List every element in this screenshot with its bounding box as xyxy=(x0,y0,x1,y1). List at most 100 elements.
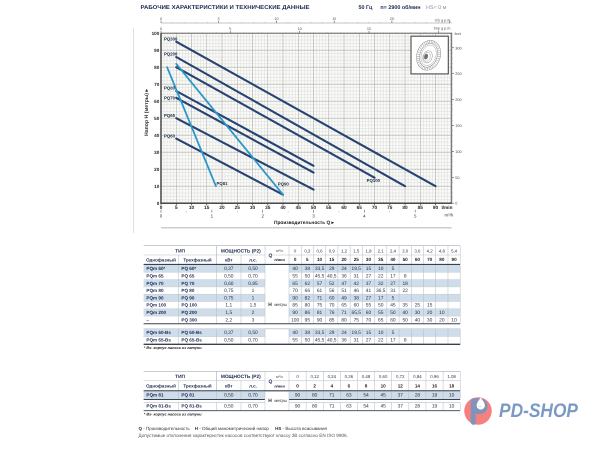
svg-text:28: 28 xyxy=(415,393,421,399)
svg-text:54: 54 xyxy=(363,393,369,399)
svg-text:60: 60 xyxy=(354,303,360,309)
svg-text:15: 15 xyxy=(204,205,210,210)
svg-text:38: 38 xyxy=(305,330,311,336)
svg-text:8: 8 xyxy=(365,384,368,389)
svg-text:10: 10 xyxy=(451,317,457,323)
svg-text:0,50: 0,50 xyxy=(224,274,234,280)
svg-text:3: 3 xyxy=(252,317,255,323)
svg-text:45,5: 45,5 xyxy=(315,274,325,280)
svg-text:80: 80 xyxy=(341,317,347,323)
svg-text:1,5: 1,5 xyxy=(250,303,257,309)
svg-text:82: 82 xyxy=(305,295,311,301)
svg-text:20: 20 xyxy=(219,205,225,210)
svg-text:15: 15 xyxy=(367,27,371,31)
svg-text:10: 10 xyxy=(154,184,160,189)
svg-text:70: 70 xyxy=(154,82,160,87)
svg-text:5: 5 xyxy=(175,205,178,210)
svg-text:0: 0 xyxy=(296,384,299,389)
svg-text:29: 29 xyxy=(329,266,335,272)
svg-text:1,8: 1,8 xyxy=(365,248,372,253)
svg-text:90: 90 xyxy=(295,393,301,399)
svg-text:50: 50 xyxy=(390,310,396,316)
svg-text:2: 2 xyxy=(313,384,316,389)
svg-text:41: 41 xyxy=(366,288,372,294)
svg-text:feet: feet xyxy=(455,32,462,36)
svg-text:50 Гц: 50 Гц xyxy=(359,5,374,11)
svg-text:HS= 0 м: HS= 0 м xyxy=(426,5,447,11)
svg-text:10: 10 xyxy=(378,330,384,336)
svg-text:63: 63 xyxy=(346,404,352,410)
svg-text:0,72: 0,72 xyxy=(396,374,405,379)
svg-text:40,5: 40,5 xyxy=(327,338,337,344)
svg-text:2,4: 2,4 xyxy=(390,248,397,253)
svg-text:0,12: 0,12 xyxy=(310,374,319,379)
svg-text:20: 20 xyxy=(427,310,433,316)
svg-text:70: 70 xyxy=(372,205,378,210)
svg-text:0,50: 0,50 xyxy=(248,266,258,272)
svg-text:50: 50 xyxy=(455,176,459,180)
svg-text:10: 10 xyxy=(439,310,445,316)
svg-text:61: 61 xyxy=(317,288,323,294)
svg-text:25: 25 xyxy=(235,205,241,210)
svg-text:50: 50 xyxy=(403,257,409,262)
svg-text:2,2: 2,2 xyxy=(225,317,232,323)
svg-text:62: 62 xyxy=(305,281,311,287)
svg-text:3: 3 xyxy=(312,213,315,218)
svg-text:90: 90 xyxy=(433,205,439,210)
svg-text:Напор Н (метры) ▸: Напор Н (метры) ▸ xyxy=(144,89,150,136)
svg-text:0,70: 0,70 xyxy=(248,393,258,399)
svg-text:20: 20 xyxy=(390,17,394,21)
svg-text:45: 45 xyxy=(390,303,396,309)
svg-text:19,5: 19,5 xyxy=(352,330,362,336)
svg-text:15: 15 xyxy=(329,257,335,262)
svg-text:25: 25 xyxy=(354,257,360,262)
svg-text:80: 80 xyxy=(402,205,408,210)
svg-text:PQm 100: PQm 100 xyxy=(146,303,166,308)
svg-text:45,5: 45,5 xyxy=(315,338,325,344)
svg-text:71: 71 xyxy=(329,404,335,410)
svg-text:–: – xyxy=(146,317,149,322)
svg-text:20: 20 xyxy=(341,257,347,262)
svg-text:71: 71 xyxy=(341,310,347,316)
svg-text:0: 0 xyxy=(294,248,297,253)
svg-text:80: 80 xyxy=(305,303,311,309)
svg-text:30: 30 xyxy=(154,150,160,155)
svg-text:кВт: кВт xyxy=(225,257,233,262)
svg-text:4,8: 4,8 xyxy=(439,248,446,253)
svg-text:22: 22 xyxy=(402,288,408,294)
svg-text:PQ70: PQ70 xyxy=(164,95,176,100)
svg-text:65: 65 xyxy=(357,205,363,210)
svg-text:90: 90 xyxy=(154,48,160,53)
svg-text:100: 100 xyxy=(152,31,160,36)
svg-text:PQ60: PQ60 xyxy=(164,134,176,139)
svg-text:PQm 65-Bs: PQm 65-Bs xyxy=(146,338,171,343)
svg-text:PQ100: PQ100 xyxy=(367,178,381,183)
svg-text:US g.p.m.: US g.p.m. xyxy=(435,19,452,23)
svg-text:71: 71 xyxy=(329,393,335,399)
svg-text:75: 75 xyxy=(317,303,323,309)
svg-text:0,48: 0,48 xyxy=(362,374,371,379)
svg-text:0,70: 0,70 xyxy=(248,274,258,280)
svg-text:38: 38 xyxy=(354,295,360,301)
svg-text:65: 65 xyxy=(341,303,347,309)
svg-text:35: 35 xyxy=(265,205,271,210)
svg-text:250: 250 xyxy=(455,72,461,76)
svg-text:Производительность Q ▸: Производительность Q ▸ xyxy=(274,220,335,226)
svg-text:0: 0 xyxy=(455,202,457,206)
svg-text:27: 27 xyxy=(366,295,372,301)
svg-text:60: 60 xyxy=(366,310,372,316)
svg-text:65: 65 xyxy=(292,281,298,287)
svg-text:10: 10 xyxy=(317,257,323,262)
svg-text:45: 45 xyxy=(296,205,302,210)
svg-text:46: 46 xyxy=(354,288,360,294)
svg-text:75: 75 xyxy=(387,205,393,210)
svg-text:Н: Н xyxy=(268,398,272,404)
svg-text:4: 4 xyxy=(363,213,366,218)
svg-text:24: 24 xyxy=(341,266,347,272)
svg-text:50: 50 xyxy=(402,317,408,323)
svg-text:20: 20 xyxy=(154,167,160,172)
svg-text:м³/ч: м³/ч xyxy=(276,375,283,379)
svg-text:31: 31 xyxy=(354,274,360,280)
svg-text:85: 85 xyxy=(292,303,298,309)
svg-text:л.с.: л.с. xyxy=(249,257,257,262)
